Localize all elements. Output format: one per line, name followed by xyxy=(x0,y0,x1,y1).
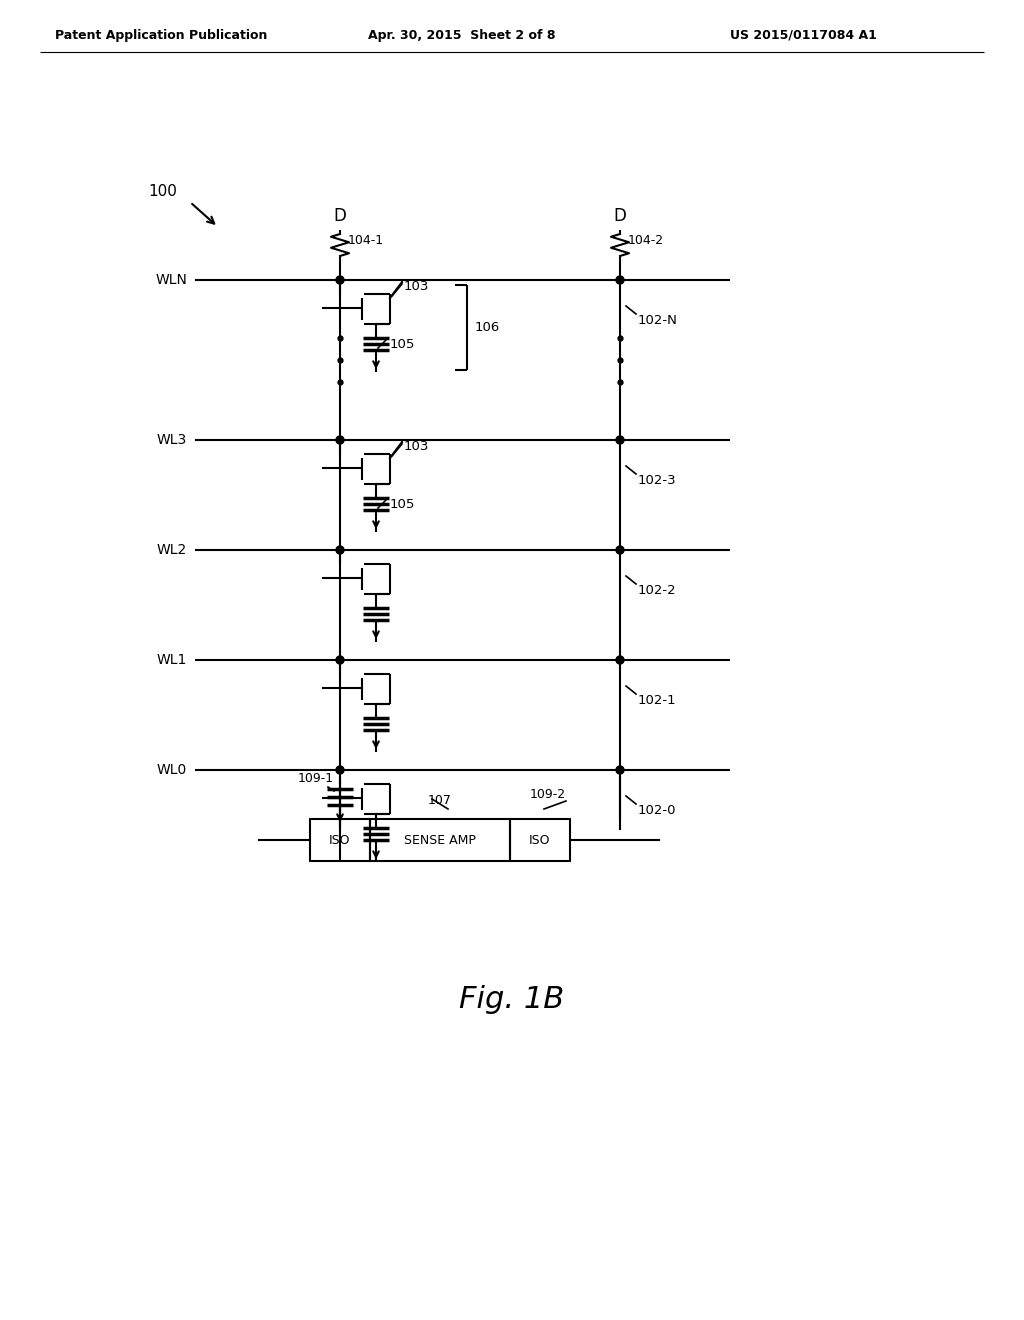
Text: SENSE AMP: SENSE AMP xyxy=(404,833,476,846)
Text: D: D xyxy=(613,207,627,224)
Circle shape xyxy=(616,766,624,774)
Circle shape xyxy=(616,656,624,664)
Text: 102-N: 102-N xyxy=(638,314,678,326)
Circle shape xyxy=(336,276,344,284)
Text: WL1: WL1 xyxy=(157,653,187,667)
Text: ISO: ISO xyxy=(529,833,551,846)
Circle shape xyxy=(616,436,624,444)
Circle shape xyxy=(336,546,344,554)
Text: D: D xyxy=(334,207,346,224)
Text: US 2015/0117084 A1: US 2015/0117084 A1 xyxy=(730,29,877,41)
Text: 103: 103 xyxy=(404,440,429,453)
Text: 107: 107 xyxy=(428,795,452,808)
Circle shape xyxy=(336,656,344,664)
Text: 105: 105 xyxy=(390,498,416,511)
Bar xyxy=(310,818,370,861)
Text: ISO: ISO xyxy=(330,833,351,846)
Circle shape xyxy=(616,276,624,284)
Text: 102-1: 102-1 xyxy=(638,693,677,706)
Bar xyxy=(510,818,570,861)
Text: Patent Application Publication: Patent Application Publication xyxy=(55,29,267,41)
Bar xyxy=(370,818,510,861)
Text: 104-2: 104-2 xyxy=(628,234,665,247)
Text: 102-2: 102-2 xyxy=(638,583,677,597)
Text: 109-2: 109-2 xyxy=(530,788,566,800)
Circle shape xyxy=(336,766,344,774)
Text: WL3: WL3 xyxy=(157,433,187,447)
Text: WL0: WL0 xyxy=(157,763,187,777)
Text: 102-3: 102-3 xyxy=(638,474,677,487)
Text: Apr. 30, 2015  Sheet 2 of 8: Apr. 30, 2015 Sheet 2 of 8 xyxy=(368,29,555,41)
Text: 109-1: 109-1 xyxy=(298,772,334,785)
Circle shape xyxy=(616,546,624,554)
Text: WLN: WLN xyxy=(155,273,187,286)
Text: 100: 100 xyxy=(148,185,177,199)
Text: 105: 105 xyxy=(390,338,416,351)
Text: Fig. 1B: Fig. 1B xyxy=(460,986,564,1015)
Text: 102-0: 102-0 xyxy=(638,804,677,817)
Circle shape xyxy=(336,436,344,444)
Text: 104-1: 104-1 xyxy=(348,234,384,247)
Text: WL2: WL2 xyxy=(157,543,187,557)
Text: 106: 106 xyxy=(475,321,501,334)
Text: 103: 103 xyxy=(404,280,429,293)
